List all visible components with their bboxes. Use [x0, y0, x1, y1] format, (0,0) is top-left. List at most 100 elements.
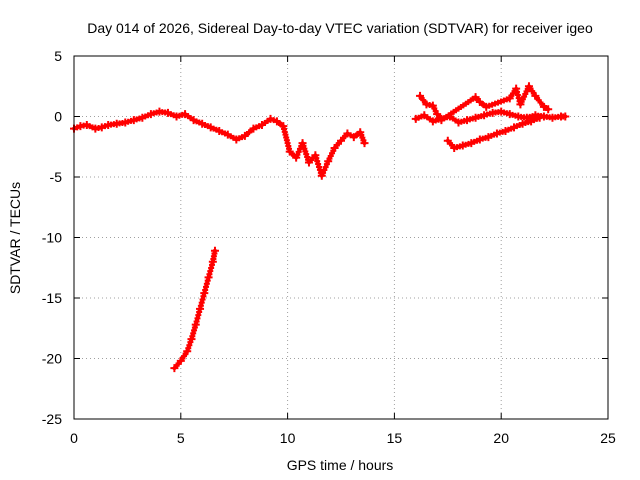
- data-point-fill: [170, 112, 177, 119]
- data-point-fill: [101, 123, 108, 130]
- grid: [74, 56, 608, 419]
- data-point-fill: [182, 350, 189, 357]
- data-point-fill: [418, 113, 425, 120]
- data-point-fill: [145, 112, 152, 119]
- data-point-fill: [436, 114, 443, 121]
- data-point-fill: [230, 134, 237, 141]
- data-point-fill: [546, 114, 553, 121]
- data-point-fill: [211, 250, 218, 257]
- data-point-fill: [427, 116, 433, 123]
- data-point-fill: [355, 130, 362, 137]
- data-point-fill: [491, 131, 498, 138]
- data-point-fill: [213, 126, 220, 133]
- data-point-fill: [520, 114, 527, 121]
- data-point-fill: [162, 109, 169, 116]
- data-point-fill: [503, 96, 510, 103]
- y-tick-label: -10: [42, 230, 62, 246]
- data-point-fill: [323, 161, 330, 168]
- data-point-fill: [426, 102, 433, 109]
- chart-title: Day 014 of 2026, Sidereal Day-to-day VTE…: [87, 20, 593, 36]
- y-tick-label: 5: [54, 48, 62, 64]
- data-point-fill: [74, 124, 81, 131]
- data-point-fill: [432, 108, 439, 115]
- data-point-fill: [187, 115, 194, 122]
- y-tick-label: -15: [42, 290, 62, 306]
- data-point-fill: [187, 339, 194, 346]
- data-point-fill: [499, 128, 506, 135]
- data-point-fill: [89, 124, 96, 131]
- data-point-fill: [452, 117, 459, 124]
- data-point-fill: [481, 102, 488, 109]
- y-axis-label: SDTVAR / TECUs: [7, 182, 23, 294]
- data-point-fill: [478, 113, 485, 120]
- data-point-fill: [186, 342, 193, 349]
- data-point-fill: [529, 113, 536, 120]
- data-point-fill: [508, 125, 515, 132]
- data-point-fill: [153, 109, 160, 116]
- data-point-fill: [80, 122, 87, 129]
- x-tick-label: 5: [177, 430, 185, 446]
- axis-ticks: 0 5 10 15 20 25 5 0 -5 -10 -15 -20 -25: [42, 48, 616, 446]
- data-point-fill: [474, 96, 481, 103]
- data-point-fill: [136, 115, 143, 122]
- data-point-fill: [196, 119, 203, 126]
- data-point-fill: [95, 124, 102, 131]
- data-point-fill: [539, 101, 546, 108]
- data-point-fill: [119, 119, 126, 126]
- data-point-fill: [530, 90, 537, 97]
- y-tick-label: -5: [50, 169, 63, 185]
- data-point-fill: [465, 140, 472, 147]
- data-point-fill: [473, 137, 480, 144]
- data-point-fill: [200, 293, 207, 300]
- data-point-fill: [208, 261, 215, 268]
- data-point-fill: [421, 99, 428, 106]
- data-point-fill: [330, 147, 337, 154]
- data-point-fill: [179, 111, 186, 118]
- data-point-fill: [525, 119, 532, 126]
- data-point-fill: [469, 115, 476, 122]
- data-point-fill: [503, 110, 510, 117]
- x-tick-label: 0: [70, 430, 78, 446]
- data-point-fill: [191, 324, 198, 331]
- y-tick-label: -25: [42, 411, 62, 427]
- data-point-fill: [482, 134, 489, 141]
- data-point-fill: [456, 143, 463, 150]
- data-point-fill: [335, 140, 342, 147]
- data-point-fill: [239, 134, 246, 141]
- data-point-fill: [342, 132, 349, 139]
- data-point-fill: [512, 112, 519, 119]
- data-point-fill: [543, 105, 550, 112]
- data-point-fill: [127, 117, 134, 124]
- data-point-fill: [516, 121, 523, 128]
- x-axis-label: GPS time / hours: [287, 457, 394, 473]
- data-point-fill: [175, 360, 182, 367]
- data-point-fill: [110, 121, 117, 128]
- data-point-fill: [204, 277, 211, 284]
- data-point-fill: [495, 109, 502, 116]
- data-point-fill: [278, 121, 285, 128]
- data-point-fill: [533, 115, 540, 122]
- x-tick-label: 15: [387, 430, 403, 446]
- data-point-fill: [185, 345, 192, 352]
- data-point-fill: [461, 117, 468, 124]
- x-tick-label: 20: [493, 430, 509, 446]
- data-point-fill: [221, 130, 228, 137]
- data-point-fill: [270, 117, 277, 124]
- data-point-fill: [286, 145, 293, 152]
- data-point-fill: [449, 142, 456, 149]
- y-tick-label: 0: [54, 109, 62, 125]
- data-point-fill: [347, 132, 354, 139]
- data-point-fill: [196, 309, 203, 316]
- x-tick-label: 10: [280, 430, 296, 446]
- y-tick-label: -20: [42, 351, 62, 367]
- data-point-fill: [248, 127, 255, 134]
- data-points: [70, 82, 570, 373]
- data-point-fill: [486, 110, 493, 117]
- data-point-fill: [264, 117, 271, 124]
- x-tick-label: 25: [600, 430, 616, 446]
- data-point-fill: [560, 113, 567, 120]
- data-point-fill: [204, 123, 211, 130]
- data-point-fill: [256, 123, 263, 130]
- data-point-fill: [360, 137, 367, 144]
